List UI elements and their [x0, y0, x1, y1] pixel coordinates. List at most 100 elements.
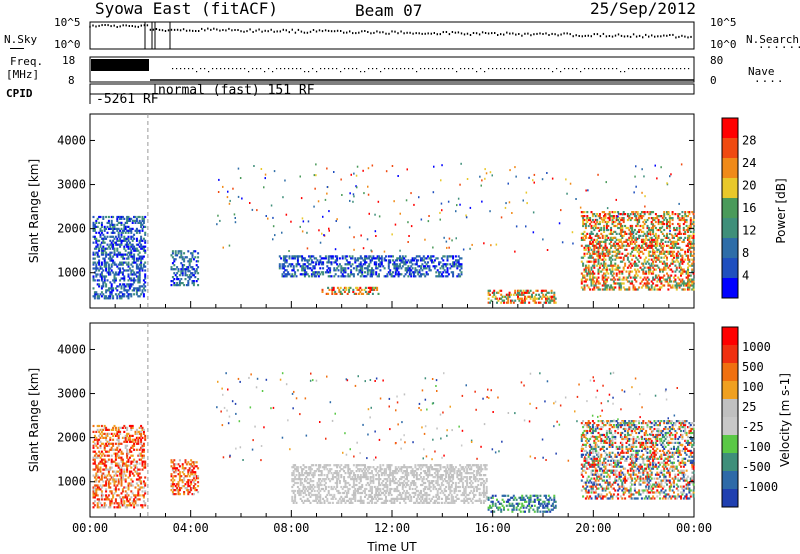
echo-cell	[380, 259, 383, 262]
echo-cell	[103, 448, 106, 451]
echo-cell	[501, 295, 504, 298]
echo-cell	[538, 297, 540, 300]
echo-cell	[347, 470, 350, 473]
echo-cell	[633, 268, 636, 271]
echo-cell	[505, 202, 507, 205]
echo-cell	[438, 275, 441, 278]
echo-cell	[652, 272, 655, 275]
echo-cell	[313, 499, 316, 502]
echo-cell	[427, 261, 429, 264]
echo-cell	[127, 295, 130, 298]
echo-cell	[336, 286, 339, 289]
echo-cell	[324, 485, 327, 489]
echo-cell	[674, 274, 677, 277]
echo-cell	[141, 486, 144, 489]
echo-cell	[646, 224, 649, 228]
echo-cell	[660, 256, 663, 259]
echo-cell	[120, 291, 123, 294]
echo-cell	[302, 267, 305, 270]
echo-cell	[292, 501, 295, 504]
echo-cell	[659, 276, 661, 279]
echo-cell	[590, 236, 593, 239]
echo-cell	[334, 269, 337, 272]
echo-cell	[587, 272, 590, 275]
echo-cell	[173, 258, 176, 261]
echo-cell	[663, 215, 665, 218]
echo-cell	[422, 273, 425, 276]
echo-cell	[337, 474, 340, 477]
echo-cell	[460, 263, 463, 266]
echo-cell	[110, 283, 113, 286]
echo-cell	[114, 456, 117, 459]
echo-cell	[371, 164, 374, 167]
echo-cell	[92, 229, 95, 232]
echo-cell	[140, 482, 143, 485]
echo-cell	[92, 215, 95, 219]
echo-cell	[418, 271, 421, 274]
echo-cell	[678, 266, 681, 269]
echo-cell	[364, 495, 366, 498]
freq-sample	[332, 68, 334, 70]
echo-cell	[105, 426, 108, 429]
echo-cell	[545, 297, 547, 300]
echo-cell	[586, 252, 589, 255]
echo-cell	[170, 461, 173, 464]
echo-cell	[100, 430, 103, 433]
echo-cell	[317, 200, 320, 203]
echo-cell	[222, 246, 224, 249]
echo-cell	[650, 254, 653, 257]
freq-sample	[320, 68, 322, 70]
echo-cell	[604, 288, 607, 291]
freq-sample	[676, 68, 678, 70]
echo-cell	[197, 284, 200, 287]
echo-cell	[524, 299, 526, 302]
echo-cell	[296, 468, 299, 471]
echo-cell	[103, 424, 106, 428]
echo-cell	[105, 215, 108, 219]
echo-cell	[689, 218, 692, 222]
echo-cell	[668, 215, 671, 218]
echo-cell	[142, 295, 145, 298]
echo-cell	[664, 240, 667, 243]
freq-sample	[684, 68, 686, 70]
echo-cell	[590, 248, 593, 251]
echo-cell	[517, 295, 519, 298]
echo-cell	[413, 271, 415, 274]
echo-cell	[589, 232, 592, 235]
echo-cell	[123, 486, 126, 489]
echo-cell	[375, 235, 377, 237]
echo-cell	[689, 242, 692, 245]
echo-cell	[135, 291, 138, 294]
echo-cell	[141, 229, 144, 232]
echo-cell	[120, 261, 123, 264]
echo-cell	[144, 269, 147, 272]
echo-cell	[604, 246, 607, 249]
echo-cell	[320, 474, 323, 477]
echo-cell	[629, 282, 632, 285]
echo-cell	[324, 464, 327, 467]
echo-cell	[598, 266, 601, 269]
echo-cell	[92, 295, 95, 298]
echo-cell	[103, 241, 106, 244]
echo-cell	[344, 489, 347, 493]
echo-cell	[680, 284, 682, 287]
echo-cell	[355, 483, 358, 487]
echo-cell	[618, 244, 621, 247]
echo-cell	[110, 432, 113, 435]
echo-cell	[589, 242, 592, 245]
echo-cell	[692, 278, 695, 281]
echo-cell	[590, 278, 593, 281]
echo-cell	[114, 243, 117, 246]
echo-cell	[114, 480, 117, 483]
echo-cell	[526, 291, 529, 294]
echo-cell	[119, 269, 122, 272]
echo-cell	[323, 483, 326, 487]
echo-cell	[170, 266, 173, 269]
echo-cell	[191, 465, 194, 468]
echo-cell	[687, 270, 689, 273]
echo-cell	[604, 268, 607, 271]
echo-cell	[680, 268, 682, 271]
echo-cell	[116, 452, 119, 455]
echo-cell	[518, 297, 521, 300]
echo-cell	[116, 215, 119, 219]
